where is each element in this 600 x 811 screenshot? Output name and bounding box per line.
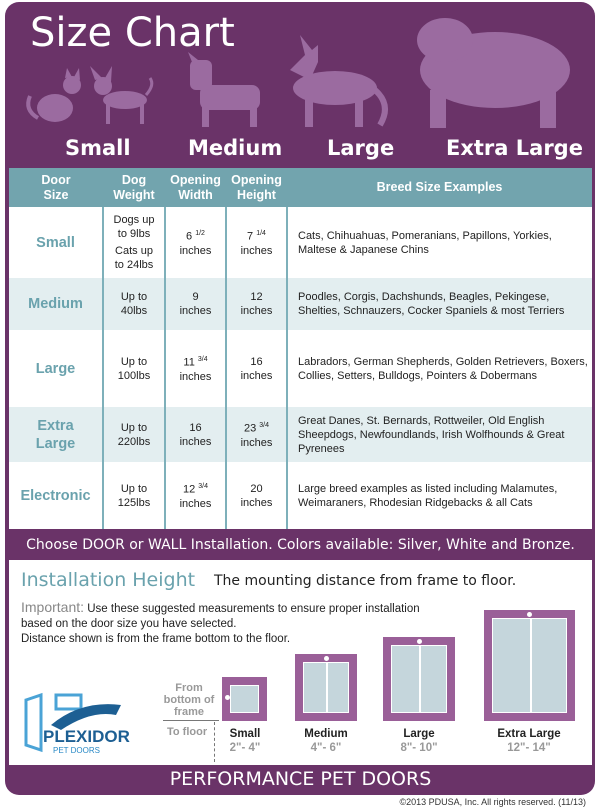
important-note: Important: Use these suggested measureme… (21, 599, 420, 646)
cell-dog-weight: Up to 100lbs (102, 330, 165, 407)
table-row: Electronic Up to 125lbs 12 3/4 inches 20 … (9, 462, 592, 529)
svg-text:PET DOORS: PET DOORS (53, 746, 100, 755)
table-row: Large Up to 100lbs 11 3/4 inches 16 inche… (9, 330, 592, 407)
cell-door-size: Large (35, 360, 76, 377)
table-row: Small Dogs up to 9lbs Cats up to 24lbs 6 … (9, 207, 592, 278)
door-large (383, 637, 455, 721)
installation-options-band: Choose DOOR or WALL Installation. Colors… (26, 537, 575, 553)
cell-breed-examples: Great Danes, St. Bernards, Rottweiler, O… (286, 407, 592, 462)
header-opening-height: Opening Height (226, 168, 287, 207)
cell-opening-width: 6 1/2 inches (164, 207, 226, 278)
cell-door-size: Electronic (20, 487, 91, 504)
cell-opening-height: 20 inches (225, 462, 287, 529)
cell-door-size: Extra Large (9, 407, 103, 462)
door-medium (295, 654, 357, 721)
installation-subheading: The mounting distance from frame to floo… (214, 573, 517, 589)
header-opening-width: Opening Width (165, 168, 226, 207)
table-row: Medium Up to 40lbs 9 inches 12 inches Po… (9, 278, 592, 330)
chihuahua-silhouette-icon (90, 66, 154, 124)
schnauzer-silhouette-icon (188, 52, 260, 127)
from-bottom-label: From bottom of frame (163, 682, 215, 718)
door-extra-large (484, 610, 575, 721)
door-label-large: Large (403, 728, 435, 740)
door-label-extra-large: Extra Large (497, 728, 561, 740)
cell-dog-weight: Up to 40lbs (102, 278, 165, 330)
cell-opening-height: 12 inches (225, 278, 287, 330)
plexidor-logo: PLEXIDOR PET DOORS (24, 692, 130, 755)
page-title: Size Chart (30, 10, 235, 56)
pet-silhouettes (26, 18, 570, 128)
size-label-small: Small (65, 136, 131, 160)
cell-opening-width: 11 3/4 inches (164, 330, 226, 407)
copyright: ©2013 PDUSA, Inc. All rights reserved. (… (399, 797, 586, 807)
door-label-small: Small (229, 728, 261, 740)
cell-opening-width: 9 inches (164, 278, 226, 330)
door-small (222, 677, 267, 721)
mastiff-silhouette-icon (417, 18, 570, 128)
cat-silhouette-icon (26, 68, 81, 122)
door-range-extra-large: 12"- 14" (507, 742, 551, 754)
cell-opening-height: 16 inches (225, 330, 287, 407)
installation-heading: Installation Height (21, 569, 196, 591)
door-label-medium: Medium (304, 728, 348, 740)
door-range-medium: 4"- 6" (310, 742, 342, 754)
cell-opening-height: 23 3/4 inches (225, 407, 287, 462)
cell-opening-width: 16 inches (164, 407, 226, 462)
cell-breed-examples: Large breed examples as listed including… (286, 462, 592, 529)
cell-dog-weight: Dogs up to 9lbs Cats up to 24lbs (102, 207, 165, 278)
size-table: Door Size Dog Weight Opening Width Opening H… (9, 168, 592, 529)
shepherd-silhouette-icon (290, 35, 388, 127)
floor-arrow (214, 722, 215, 762)
cell-door-size: Medium (9, 278, 103, 330)
footer-tagline: PERFORMANCE PET DOORS (169, 768, 432, 790)
header-dog-weight: Dog Weight (103, 168, 165, 207)
installation-section: Installation Height The mounting distanc… (9, 560, 592, 765)
svg-text:PLEXIDOR: PLEXIDOR (43, 727, 130, 746)
table-header: Door Size Dog Weight Opening Width Opening H… (9, 168, 592, 207)
cell-door-size: Small (36, 234, 75, 251)
header-door-size: Door Size (9, 168, 103, 207)
cell-opening-width: 12 3/4 inches (164, 462, 226, 529)
header-breed-examples: Breed Size Examples (287, 168, 592, 207)
cell-dog-weight: Up to 125lbs (102, 462, 165, 529)
cell-breed-examples: Cats, Chihuahuas, Pomeranians, Papillons… (286, 207, 592, 278)
size-label-extra-large: Extra Large (446, 136, 583, 160)
cell-dog-weight: Up to 220lbs (102, 407, 165, 462)
door-range-small: 2"- 4" (229, 742, 261, 754)
cell-opening-height: 7 1/4 inches (225, 207, 287, 278)
cell-breed-examples: Labradors, German Shepherds, Golden Retr… (286, 330, 592, 407)
table-row: Extra Large Up to 220lbs 16 inches 23 3/… (9, 407, 592, 462)
cell-breed-examples: Poodles, Corgis, Dachshunds, Beagles, Pe… (286, 278, 592, 330)
frame-line (163, 720, 219, 721)
to-floor-label: To floor (167, 726, 208, 738)
size-label-medium: Medium (188, 136, 283, 160)
size-label-large: Large (327, 136, 395, 160)
door-range-large: 8"- 10" (400, 742, 438, 754)
